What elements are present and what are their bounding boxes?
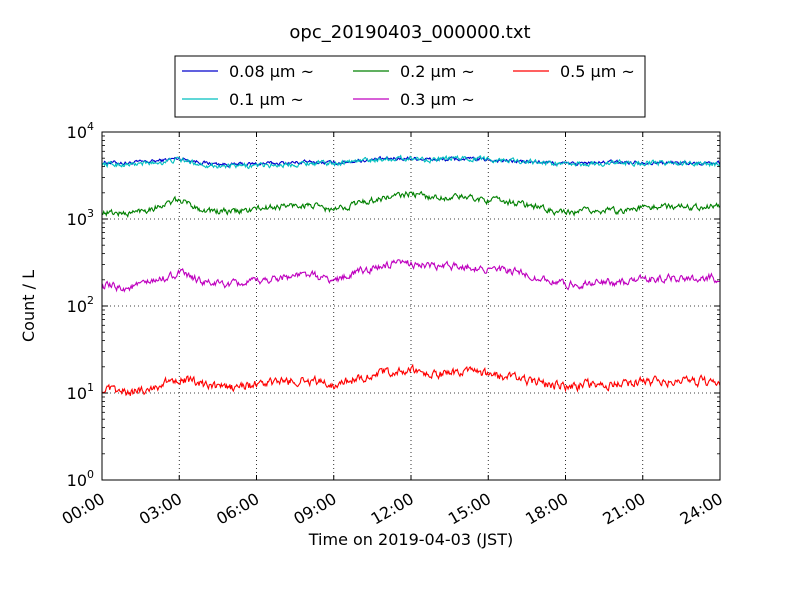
y-axis-ticks: 100 101 102 103 104 xyxy=(67,120,720,490)
grid-lines xyxy=(102,132,720,480)
series-line-1 xyxy=(101,154,721,170)
legend-box xyxy=(174,55,646,118)
legend-label-2: 0.2 μm ~ xyxy=(400,62,475,81)
y-tick-label: 102 xyxy=(67,294,94,316)
x-tick-label: 15:00 xyxy=(445,489,494,529)
x-tick-label: 00:00 xyxy=(59,489,108,529)
y-tick-label: 103 xyxy=(67,207,94,229)
legend-label-3: 0.3 μm ~ xyxy=(400,90,475,109)
x-tick-label: 06:00 xyxy=(213,489,262,529)
y-tick-label: 101 xyxy=(67,381,94,403)
y-tick-label: 100 xyxy=(67,468,94,490)
chart-title: opc_20190403_000000.txt xyxy=(289,22,530,43)
x-tick-label: 12:00 xyxy=(368,489,417,529)
x-tick-label: 03:00 xyxy=(136,489,185,529)
x-tick-label: 24:00 xyxy=(677,489,726,529)
series-line-2 xyxy=(101,190,721,218)
legend-label-0: 0.08 μm ~ xyxy=(229,62,314,81)
x-axis-ticks: 00:00 03:00 06:00 09:00 12:00 15:00 18:00 21:00… xyxy=(59,132,726,529)
x-tick-label: 18:00 xyxy=(522,489,571,529)
legend-label-1: 0.1 μm ~ xyxy=(229,90,304,109)
legend-entries: 0.08 μm ~ 0.1 μm ~ 0.2 μm ~ 0.3 μm ~ 0.5 μm … xyxy=(182,62,635,109)
x-axis-label: Time on 2019-04-03 (JST) xyxy=(308,530,513,549)
series-line-3 xyxy=(101,259,721,293)
series-line-4 xyxy=(101,363,721,397)
series-layer xyxy=(101,154,721,397)
legend-label-4: 0.5 μm ~ xyxy=(560,62,635,81)
x-tick-label: 21:00 xyxy=(599,489,648,529)
legend: 0.08 μm ~ 0.1 μm ~ 0.2 μm ~ 0.3 μm ~ 0.5 μm … xyxy=(174,55,646,118)
y-tick-label: 104 xyxy=(67,120,94,142)
y-axis-label: Count / L xyxy=(19,270,38,342)
series-line-0 xyxy=(101,155,721,168)
x-tick-label: 09:00 xyxy=(290,489,339,529)
